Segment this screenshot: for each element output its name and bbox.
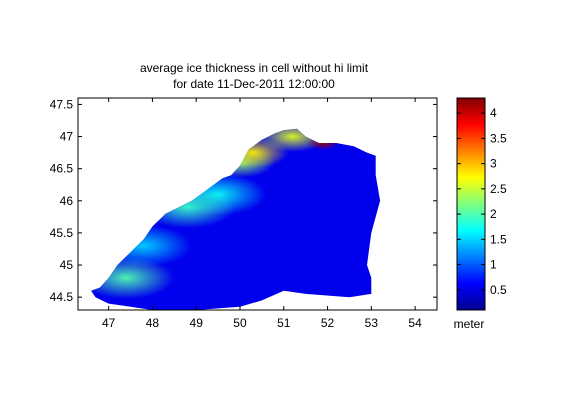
colorbar-tick-label: 3 (490, 157, 497, 171)
x-axis: 47 48 49 50 51 52 53 54 (102, 98, 422, 330)
x-tick-label: 49 (190, 316, 204, 330)
colorbar-tick-label: 0.5 (490, 283, 507, 297)
y-tick-label: 46.5 (50, 162, 74, 176)
colorbar-tick-label: 3.5 (490, 131, 507, 145)
colorbar-label: meter (454, 317, 485, 331)
plot-frame (77, 97, 438, 311)
colorbar-tick-label: 2 (490, 207, 497, 221)
colorbar-tick-label: 2.5 (490, 182, 507, 196)
x-tick-label: 54 (408, 316, 422, 330)
x-tick-label: 50 (233, 316, 247, 330)
y-tick-label: 45.5 (50, 226, 74, 240)
colorbar-tick-label: 1 (490, 258, 497, 272)
x-tick-label: 48 (146, 316, 160, 330)
chart-title-line1: average ice thickness in cell without hi… (140, 61, 369, 75)
y-tick-label: 44.5 (50, 290, 74, 304)
y-tick-label: 46 (60, 194, 74, 208)
chart-title-line2: for date 11-Dec-2011 12:00:00 (173, 77, 335, 91)
colorbar-tick-label: 1.5 (490, 232, 507, 246)
colorbar-ticks: 0.5 1 1.5 2 2.5 3 3.5 4 (457, 106, 507, 297)
y-tick-label: 47 (60, 130, 74, 144)
x-tick-label: 52 (321, 316, 335, 330)
y-axis: 44.5 45 45.5 46 46.5 47 47.5 (50, 97, 437, 304)
colorbar (456, 97, 486, 311)
x-tick-label: 53 (365, 316, 379, 330)
y-tick-label: 45 (60, 258, 74, 272)
y-tick-label: 47.5 (50, 97, 74, 111)
colorbar-tick-label: 4 (490, 106, 497, 120)
x-tick-label: 47 (102, 316, 116, 330)
x-tick-label: 51 (277, 316, 291, 330)
